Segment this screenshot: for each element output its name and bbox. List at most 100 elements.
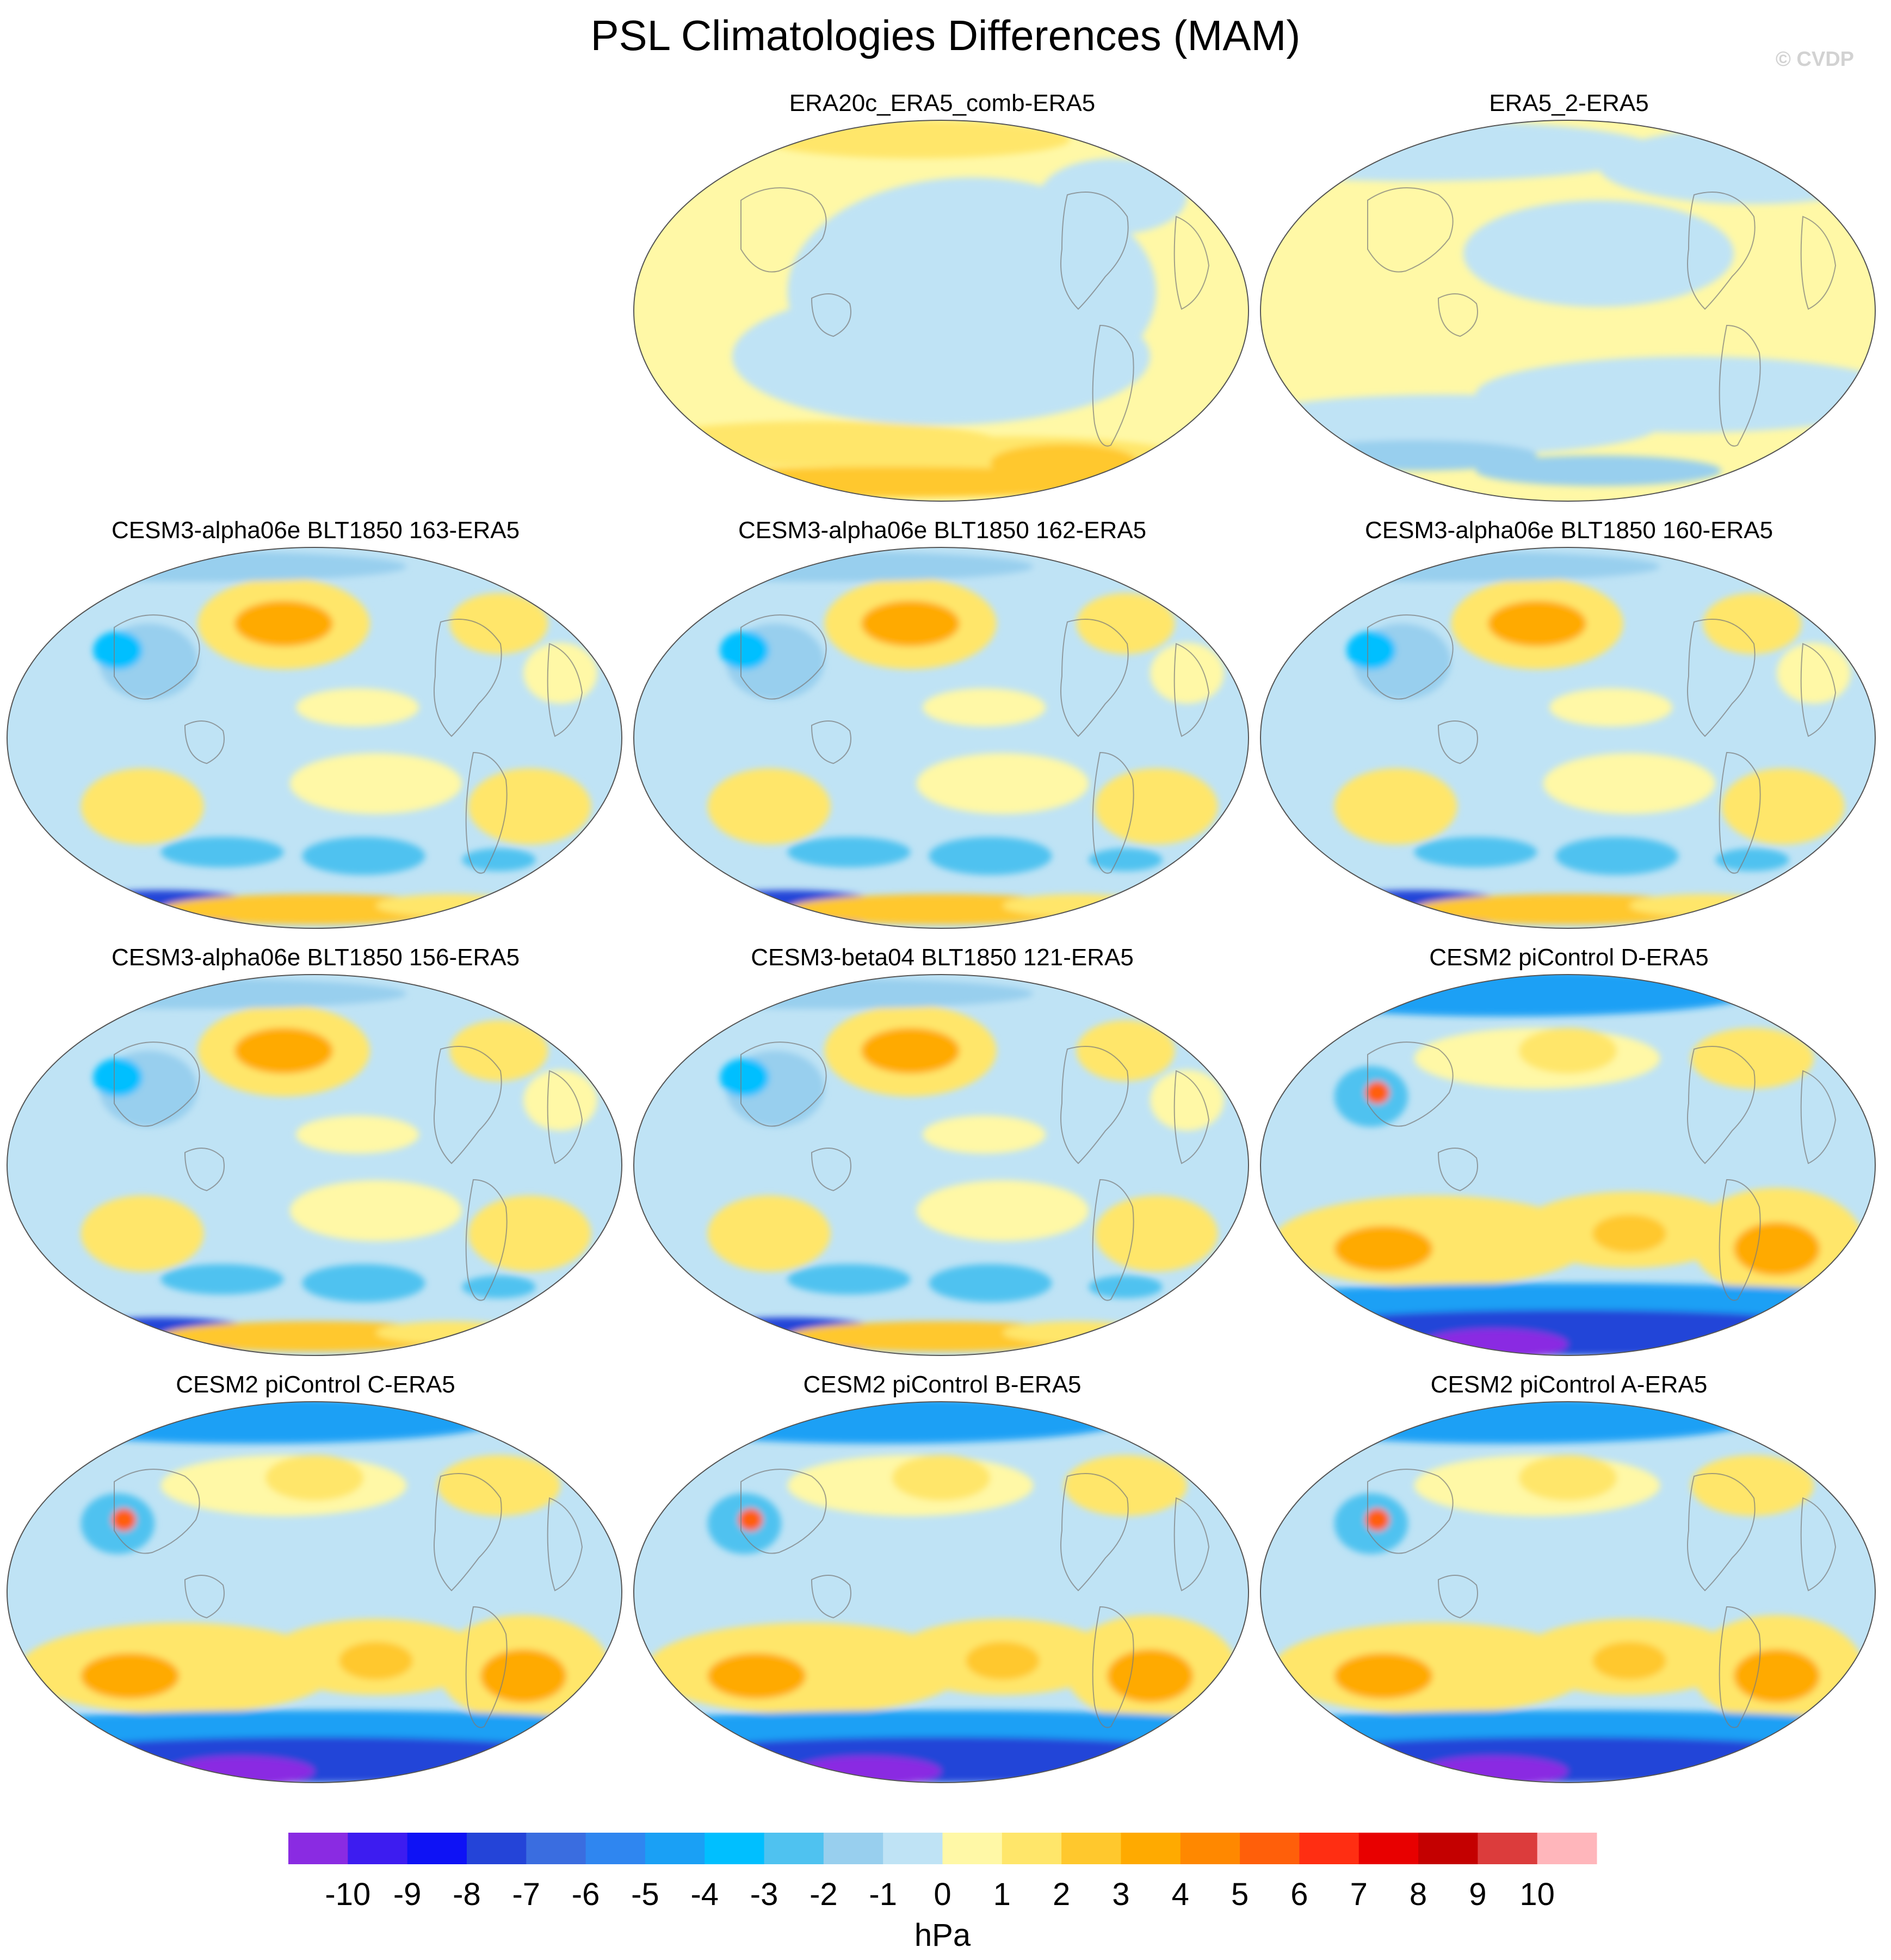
contour-region (1555, 837, 1679, 875)
contour-region (462, 848, 536, 871)
contour-region (81, 768, 204, 845)
map-plot (1260, 1401, 1876, 1783)
colorbar-tick-label: 9 (1469, 1877, 1486, 1912)
contour-region (787, 1264, 911, 1295)
figure-title: PSL Climatologies Differences (MAM) (590, 11, 1301, 59)
contour-region (916, 753, 1089, 814)
coastline (1060, 192, 1129, 310)
contour-region (1715, 848, 1789, 871)
coastline (1800, 1070, 1837, 1164)
colorbar-swatch (1002, 1833, 1062, 1864)
panel-title: CESM3-alpha06e BLT1850 163-ERA5 (111, 517, 520, 544)
coastline (434, 1473, 502, 1592)
contour-region (787, 837, 911, 867)
map-plot (633, 547, 1249, 929)
contour-region (160, 837, 284, 867)
coastline (811, 720, 851, 765)
coastline (1437, 720, 1478, 765)
coastline (1800, 1497, 1837, 1592)
contour-region (523, 643, 597, 704)
map-plot (1260, 547, 1876, 929)
contour-region (1260, 1710, 1875, 1748)
contour-region (1334, 1226, 1433, 1272)
map-plot (633, 974, 1249, 1356)
contour-region (1260, 1283, 1875, 1321)
coastline (114, 614, 200, 700)
colorbar-tick-label: -8 (453, 1877, 481, 1912)
contour-region (1150, 643, 1224, 704)
coastline (547, 643, 583, 737)
contour-region (634, 1710, 1249, 1748)
map-panel: CESM3-alpha06e BLT1850 156-ERA5 (5, 941, 626, 1356)
contour-region (480, 1649, 567, 1703)
map-panel: CESM3-beta04 BLT1850 121-ERA5 (632, 941, 1252, 1356)
contour-region (1334, 1653, 1433, 1699)
watermark: © CVDP (1775, 48, 1854, 71)
coastline (1437, 293, 1478, 337)
coastline (740, 614, 827, 700)
map-outline (1260, 974, 1876, 1356)
colorbar-swatch (764, 1833, 824, 1864)
contour-region (861, 601, 960, 646)
contour-region (93, 631, 143, 669)
colorbar-swatch (1299, 1833, 1359, 1864)
contour-region (707, 768, 831, 845)
coastline (547, 1070, 583, 1164)
contour-region (296, 688, 419, 726)
colorbar-swatch (348, 1833, 408, 1864)
contour-region (468, 1195, 591, 1272)
contour-region (1089, 1275, 1163, 1298)
coastline (1719, 751, 1761, 874)
contour-region (112, 1508, 137, 1531)
contour-region (1414, 837, 1537, 867)
map-plot (7, 1401, 622, 1783)
panel-title: CESM3-alpha06e BLT1850 162-ERA5 (738, 517, 1147, 544)
coastline (1687, 192, 1756, 310)
colorbar-tick-label: 5 (1231, 1877, 1249, 1912)
colorbar-swatch (585, 1833, 646, 1864)
colorbar-tick-label: -10 (325, 1877, 370, 1912)
coastline (740, 187, 827, 273)
colorbar-tick-label: 2 (1053, 1877, 1070, 1912)
colorbar-tick-label: -5 (631, 1877, 659, 1912)
colorbar-swatch (942, 1833, 1003, 1864)
colorbar-tick-label: 4 (1172, 1877, 1189, 1912)
map-panel: CESM2 piControl D-ERA5 (1259, 941, 1879, 1356)
coastline (811, 1148, 851, 1192)
map-plot (633, 1401, 1249, 1783)
map-outline (1260, 120, 1876, 502)
panel-title: CESM2 piControl B-ERA5 (803, 1371, 1082, 1398)
coastline (1719, 1606, 1761, 1728)
contour-region (449, 1020, 548, 1081)
colorbar-tick-label: 3 (1112, 1877, 1129, 1912)
colorbar-swatch (1240, 1833, 1300, 1864)
contour-region (1734, 1649, 1820, 1703)
coastline (1173, 643, 1210, 737)
contour-region (892, 1455, 991, 1501)
map-panel: ERA5_2-ERA5 (1259, 87, 1879, 502)
colorbar-swatch (407, 1833, 467, 1864)
colorbar-tick-label: -1 (869, 1877, 897, 1912)
map-panel: CESM3-alpha06e BLT1850 162-ERA5 (632, 514, 1252, 929)
contour-region (296, 1115, 419, 1154)
colorbar-units-label: hPa (914, 1918, 971, 1953)
contour-region (289, 1180, 462, 1241)
contour-region (289, 753, 462, 814)
panel-title: CESM2 piControl D-ERA5 (1429, 944, 1709, 971)
coastline (811, 1575, 851, 1619)
panel-title: CESM3-alpha06e BLT1850 156-ERA5 (111, 944, 520, 971)
map-plot (7, 547, 622, 929)
colorbar-swatch (288, 1833, 348, 1864)
panel-title: ERA20c_ERA5_comb-ERA5 (789, 90, 1096, 116)
colorbar-tick-label: -3 (750, 1877, 778, 1912)
map-outline (1260, 547, 1876, 929)
contour-region (1777, 643, 1851, 704)
panel-title: CESM3-alpha06e BLT1850 160-ERA5 (1364, 517, 1773, 544)
contour-region (468, 768, 591, 845)
contour-region (1076, 593, 1175, 654)
contour-region (1076, 1020, 1175, 1081)
colorbar-tick-label: 10 (1519, 1877, 1555, 1912)
colorbar-swatch (466, 1833, 527, 1864)
coastline (740, 1469, 827, 1554)
